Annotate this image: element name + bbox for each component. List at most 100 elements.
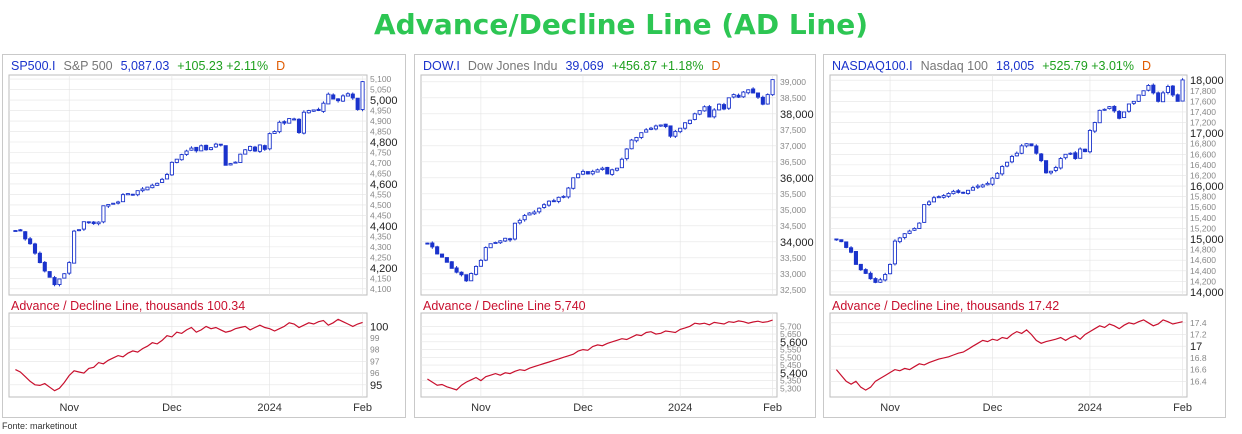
candle-body [345, 93, 350, 97]
candle-body [1165, 86, 1170, 93]
candle-body [912, 227, 917, 231]
candle-body [731, 94, 736, 98]
chart-header: DOW.I Dow Jones Indu 39,069 +456.87 +1.18% D [423, 59, 728, 73]
symbol-link[interactable]: NASDAQ100.I [832, 59, 913, 73]
x-tick-label: Nov [59, 402, 79, 414]
candle-body [770, 79, 775, 96]
candle-body [1161, 92, 1166, 103]
candle-body [951, 190, 956, 195]
candle-body [199, 145, 204, 152]
candle-body [287, 118, 292, 124]
candle-body [644, 129, 649, 133]
candle-body [1019, 145, 1024, 154]
candle-body [995, 172, 1000, 179]
candle-body [946, 193, 951, 197]
ad-plot-frame [420, 312, 778, 398]
candle-body [179, 154, 184, 161]
candle-body [975, 185, 980, 188]
price-tick-label: 4,500 [370, 200, 392, 210]
period-selector[interactable]: D [1142, 59, 1152, 73]
chart-panel-dow: DOW.I Dow Jones Indu 39,069 +456.87 +1.18% D… [414, 54, 816, 418]
candle-body [1014, 152, 1019, 157]
candle-body [449, 261, 454, 269]
candle-body [18, 229, 23, 232]
candle-body [610, 169, 615, 175]
candle-body [1136, 94, 1141, 102]
candle-body [985, 182, 990, 186]
candle-body [907, 230, 912, 234]
ad-tick-label: 97 [370, 356, 380, 366]
candle-body [1083, 148, 1088, 153]
candle-body [464, 274, 469, 282]
candle-body [174, 158, 179, 163]
candle-body [120, 194, 126, 203]
symbol-link[interactable]: SP500.I [11, 59, 56, 73]
candle-body [47, 271, 52, 278]
ad-tick-label: 5,400 [780, 368, 808, 380]
candle-body [970, 187, 975, 191]
candle-body [473, 265, 479, 275]
candle-body [726, 97, 731, 109]
candle-body [576, 173, 581, 179]
candle-body [116, 201, 121, 204]
candle-body [1005, 161, 1010, 167]
candle-body [355, 97, 360, 110]
index-name: Nasdaq 100 [920, 59, 989, 73]
candle-body [566, 187, 571, 198]
candle-body [331, 94, 336, 100]
x-tick-label: 2024 [1078, 402, 1102, 414]
x-tick-label: Nov [880, 402, 900, 414]
candle-body [614, 167, 620, 171]
price-tick-label: 14,000 [1190, 287, 1224, 299]
candle-body [130, 193, 135, 196]
candle-body [595, 169, 600, 173]
candle-body [257, 144, 262, 152]
candle-body [546, 200, 552, 206]
candle-body [503, 237, 508, 242]
candle-body [936, 196, 941, 199]
candle-body [208, 147, 214, 151]
candle-body [23, 231, 28, 240]
candle-body [585, 171, 590, 175]
candle-body [721, 104, 727, 110]
candle-body [653, 125, 658, 130]
price-tick-label: 16,200 [1190, 170, 1216, 180]
candle-body [736, 94, 741, 98]
symbol-link[interactable]: DOW.I [423, 59, 460, 73]
candle-body [1039, 153, 1044, 162]
source-note: Fonte: marketinout [2, 421, 78, 431]
candle-body [478, 259, 483, 267]
candle-body [892, 240, 897, 265]
ad-tick-label: 99 [370, 333, 380, 343]
ad-tick-label: 16.4 [1190, 376, 1207, 386]
price-tick-label: 16,400 [1190, 160, 1216, 170]
candle-body [282, 121, 287, 124]
ad-tick-label: 17 [1190, 341, 1202, 353]
price-tick-label: 4,800 [370, 137, 398, 149]
candle-body [760, 96, 765, 105]
candle-body [1112, 105, 1117, 112]
candle-body [1107, 106, 1112, 110]
candle-body [62, 273, 67, 279]
price-tick-label: 36,500 [780, 157, 806, 167]
candle-body [1053, 167, 1058, 171]
price-tick-label: 4,750 [370, 147, 392, 157]
candle-body [1146, 85, 1151, 91]
price-tick-label: 38,000 [780, 109, 814, 121]
candle-body [922, 204, 927, 223]
candle-body [435, 246, 440, 255]
candle-body [204, 144, 209, 151]
candle-body [326, 93, 331, 105]
candle-body [316, 108, 321, 112]
ad-tick-label: 5,300 [780, 383, 802, 393]
candle-body [927, 201, 932, 206]
candle-body [746, 89, 751, 94]
candle-body [72, 230, 77, 264]
price-tick-label: 4,850 [370, 127, 392, 137]
price-tick-label: 17,400 [1190, 107, 1216, 117]
candle-body [1170, 85, 1175, 96]
period-selector[interactable]: D [276, 59, 286, 73]
price-tick-label: 15,800 [1190, 192, 1216, 202]
period-selector[interactable]: D [711, 59, 721, 73]
